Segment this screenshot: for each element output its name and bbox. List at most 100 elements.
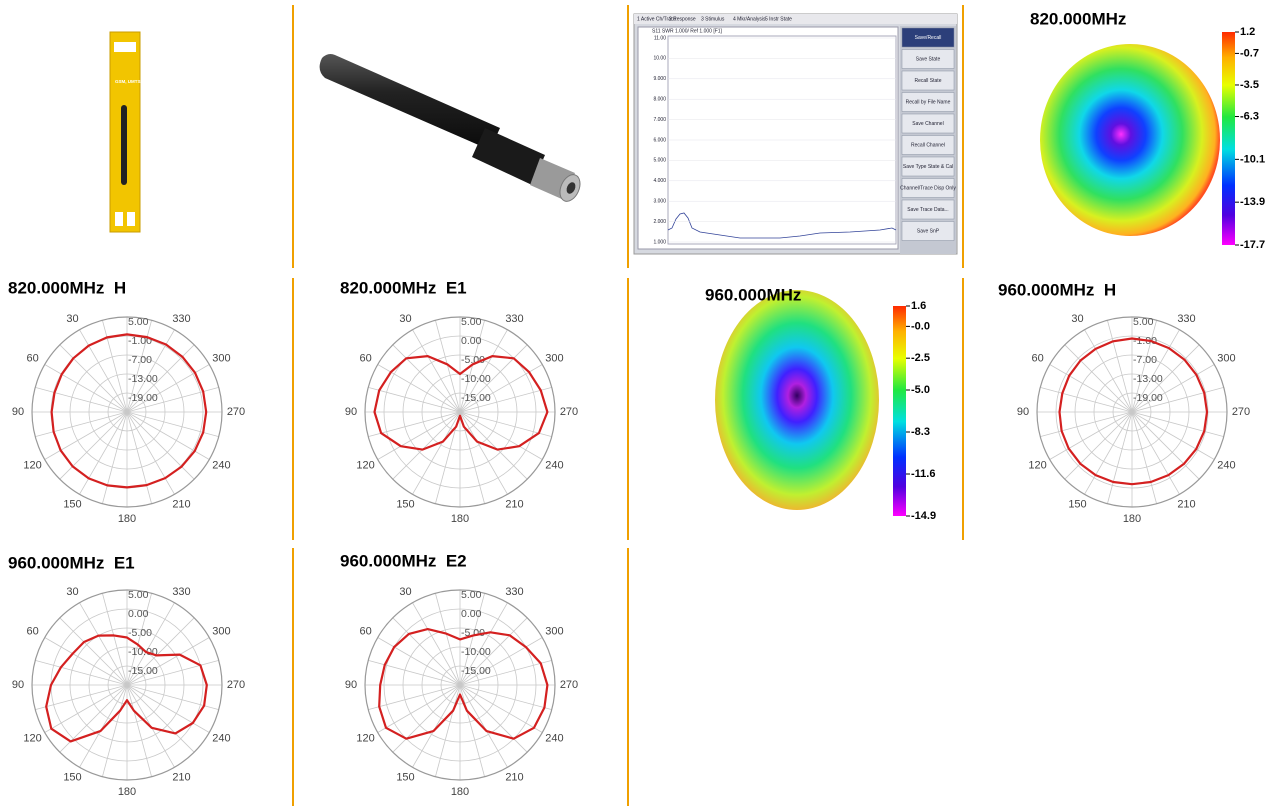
- softkey-label: Channel/Trace Disp Only: [900, 185, 956, 191]
- menu-item: 2 Response: [669, 16, 696, 22]
- softkey-label: Save Trace Data...: [907, 207, 948, 213]
- radial-label: 0.00: [128, 608, 149, 620]
- colorbar-tick-label: -11.6: [911, 468, 935, 480]
- spoke: [102, 320, 128, 413]
- antenna-photo: [319, 54, 581, 202]
- spoke: [368, 660, 461, 686]
- spoke: [126, 684, 195, 753]
- pattern-trace: [373, 355, 549, 451]
- colorbar-tick-label: -0.0: [911, 320, 930, 332]
- angle-label: 240: [1217, 459, 1235, 471]
- spoke: [459, 660, 552, 686]
- spoke: [412, 411, 461, 495]
- angle-label: 210: [172, 772, 190, 784]
- spoke: [1049, 364, 1133, 413]
- spoke: [59, 411, 128, 480]
- softkey: [901, 178, 955, 198]
- pattern-trace: [50, 333, 208, 489]
- angle-label: 240: [545, 732, 563, 744]
- ring: [69, 354, 185, 470]
- angle-label: 300: [1217, 352, 1235, 364]
- angle-label: 300: [545, 625, 563, 637]
- spoke: [1131, 344, 1200, 413]
- angle-label: 210: [505, 499, 523, 511]
- angle-label: 240: [545, 459, 563, 471]
- spoke: [459, 617, 528, 686]
- ring: [364, 316, 556, 508]
- angle-label: 60: [26, 625, 38, 637]
- angle-label: 180: [118, 513, 136, 525]
- polar-title: 820.000MHz E1: [340, 278, 467, 297]
- radial-label: -15.00: [128, 665, 158, 677]
- radial-label: -13.00: [1133, 373, 1163, 385]
- y-tick-label: 4.000: [653, 178, 666, 184]
- ring: [1093, 373, 1171, 451]
- radial-label: -15.00: [461, 665, 491, 677]
- spoke: [435, 684, 461, 777]
- spoke: [412, 329, 461, 413]
- spoke: [459, 684, 528, 753]
- polar-title: 960.000MHz E1: [8, 553, 135, 572]
- spoke: [459, 684, 543, 733]
- angle-label: 180: [451, 786, 469, 798]
- spoke: [102, 593, 128, 686]
- heatmap-title: 960.000MHz: [705, 285, 801, 304]
- polar-title: 960.000MHz H: [998, 280, 1116, 299]
- spoke: [44, 637, 128, 686]
- y-tick-label: 9.000: [653, 76, 666, 82]
- radial-label: 0.00: [461, 335, 482, 347]
- softkey: [901, 135, 955, 155]
- ring: [421, 646, 499, 724]
- spoke: [126, 684, 210, 733]
- angle-label: 90: [345, 406, 357, 418]
- angle-label: 90: [12, 406, 24, 418]
- spoke: [79, 602, 128, 686]
- colorbar-tick-label: -0.7: [1240, 47, 1259, 59]
- y-tick-label: 11.00: [654, 35, 666, 41]
- spoke: [377, 637, 461, 686]
- spoke: [368, 411, 461, 437]
- spoke: [459, 411, 528, 480]
- angle-label: 90: [12, 679, 24, 691]
- colorbar-tick-label: -6.3: [1240, 110, 1259, 122]
- angle-label: 120: [356, 732, 374, 744]
- angle-label: 300: [212, 352, 230, 364]
- ring: [1112, 392, 1152, 432]
- spoke: [1131, 364, 1215, 413]
- angle-label: 90: [1017, 406, 1029, 418]
- spoke: [368, 387, 461, 413]
- colorbar-tick-label: -2.5: [911, 352, 930, 364]
- angle-label: 30: [66, 313, 78, 325]
- angle-label: 270: [227, 679, 245, 691]
- spoke: [1131, 411, 1215, 460]
- ring: [440, 392, 480, 432]
- y-tick-label: 5.000: [653, 158, 666, 164]
- spoke: [1064, 411, 1133, 480]
- spoke: [392, 344, 461, 413]
- radial-label: 5.00: [1133, 316, 1154, 328]
- ring: [31, 589, 223, 781]
- menu-item: 5 Instr State: [765, 16, 792, 22]
- angle-label: 270: [560, 679, 578, 691]
- ring: [383, 335, 537, 489]
- angle-label: 180: [451, 513, 469, 525]
- spoke: [126, 593, 152, 686]
- ring: [88, 373, 166, 451]
- spoke: [1107, 320, 1133, 413]
- colorbar-tick-label: -14.9: [911, 510, 936, 522]
- softkey-label: Recall State: [915, 78, 942, 84]
- softkey: [901, 70, 955, 91]
- angle-label: 120: [23, 732, 41, 744]
- angle-label: 300: [212, 625, 230, 637]
- spoke: [459, 602, 508, 686]
- spoke: [392, 684, 461, 753]
- y-tick-label: 8.000: [653, 97, 666, 103]
- radial-label: -10.00: [461, 373, 491, 385]
- spoke: [459, 387, 552, 413]
- spoke: [1040, 411, 1133, 437]
- angle-label: 330: [505, 586, 523, 598]
- spoke: [35, 660, 128, 686]
- radial-label: -19.00: [1133, 392, 1163, 404]
